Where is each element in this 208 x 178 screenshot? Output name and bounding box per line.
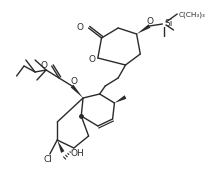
Text: O: O <box>40 62 47 70</box>
Text: Si: Si <box>164 19 173 27</box>
Text: Cl: Cl <box>43 156 52 164</box>
Polygon shape <box>137 24 150 34</box>
Polygon shape <box>114 95 126 103</box>
Polygon shape <box>71 85 83 98</box>
Text: O: O <box>88 54 95 64</box>
Text: OH: OH <box>70 150 84 158</box>
Polygon shape <box>57 140 64 153</box>
Text: O: O <box>146 17 153 27</box>
Text: C(CH₃)₃: C(CH₃)₃ <box>179 11 206 17</box>
Text: O: O <box>77 23 84 33</box>
Text: O: O <box>70 77 77 87</box>
